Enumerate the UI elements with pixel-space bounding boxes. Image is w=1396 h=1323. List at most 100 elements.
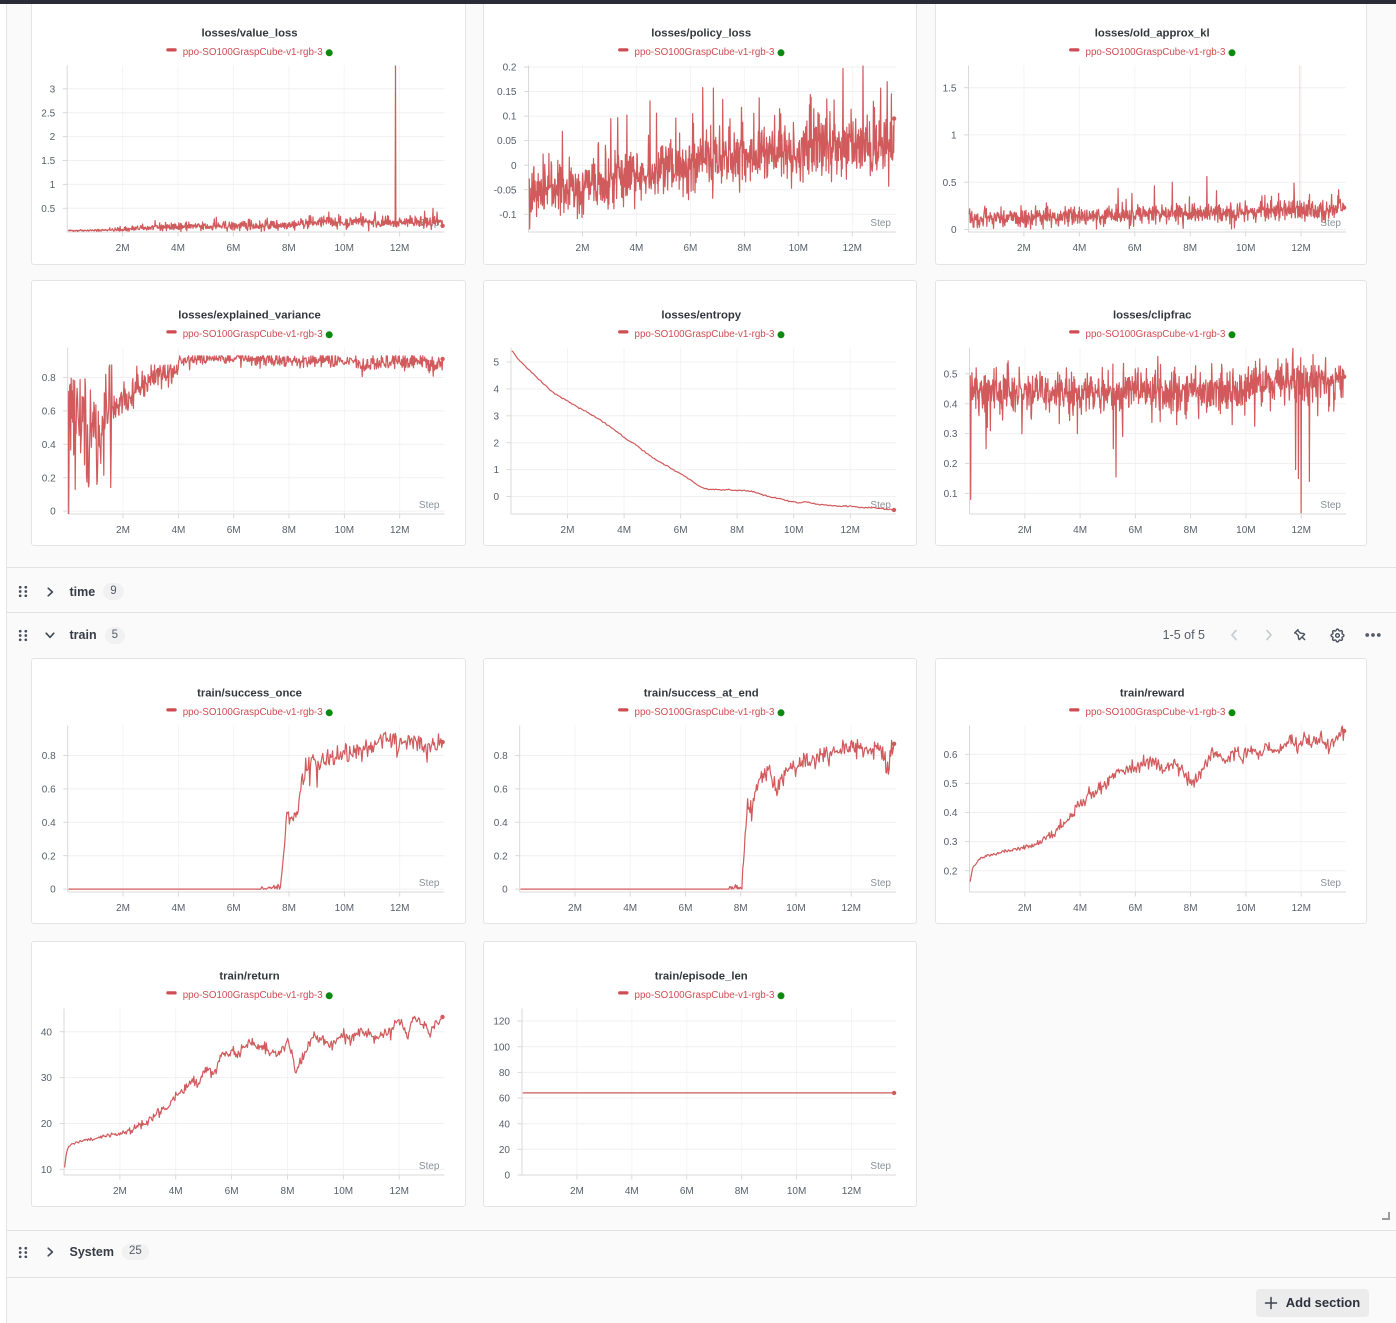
svg-text:0: 0 bbox=[504, 1170, 510, 1181]
svg-text:6M: 6M bbox=[1128, 903, 1142, 914]
svg-text:Step: Step bbox=[870, 218, 891, 229]
svg-text:4M: 4M bbox=[171, 903, 185, 914]
svg-text:2.5: 2.5 bbox=[41, 108, 55, 119]
svg-text:12M: 12M bbox=[389, 525, 408, 536]
svg-text:4M: 4M bbox=[1073, 525, 1087, 536]
svg-text:6M: 6M bbox=[1128, 525, 1142, 536]
svg-text:ppo-SO100GraspCube-v1-rgb-3: ppo-SO100GraspCube-v1-rgb-3 bbox=[182, 990, 323, 1001]
svg-text:0.8: 0.8 bbox=[41, 751, 55, 762]
svg-text:80: 80 bbox=[498, 1068, 510, 1079]
svg-text:0: 0 bbox=[50, 506, 56, 517]
svg-text:8M: 8M bbox=[280, 1186, 294, 1197]
svg-text:ppo-SO100GraspCube-v1-rgb-3: ppo-SO100GraspCube-v1-rgb-3 bbox=[1085, 329, 1226, 340]
svg-text:2: 2 bbox=[493, 438, 499, 449]
svg-text:0.05: 0.05 bbox=[497, 136, 517, 147]
svg-text:12M: 12M bbox=[1291, 243, 1310, 254]
svg-text:0.6: 0.6 bbox=[41, 406, 55, 417]
svg-text:6M: 6M bbox=[678, 903, 692, 914]
svg-text:4M: 4M bbox=[168, 1186, 182, 1197]
svg-text:8M: 8M bbox=[282, 525, 296, 536]
svg-text:1.5: 1.5 bbox=[41, 156, 55, 167]
svg-text:3: 3 bbox=[49, 84, 55, 95]
svg-text:train/episode_len: train/episode_len bbox=[654, 970, 747, 982]
svg-text:Step: Step bbox=[418, 218, 439, 229]
svg-text:losses/policy_loss: losses/policy_loss bbox=[651, 27, 751, 39]
svg-text:losses/value_loss: losses/value_loss bbox=[201, 27, 297, 39]
svg-text:8M: 8M bbox=[1183, 243, 1197, 254]
svg-text:0.3: 0.3 bbox=[943, 429, 957, 440]
svg-text:12M: 12M bbox=[1291, 525, 1310, 536]
svg-text:8M: 8M bbox=[1183, 525, 1197, 536]
svg-text:Step: Step bbox=[418, 1161, 439, 1172]
svg-text:10M: 10M bbox=[1235, 243, 1254, 254]
svg-text:6M: 6M bbox=[1127, 243, 1141, 254]
svg-text:0.8: 0.8 bbox=[493, 751, 507, 762]
svg-text:1: 1 bbox=[493, 465, 499, 476]
svg-text:6M: 6M bbox=[226, 903, 240, 914]
svg-text:6M: 6M bbox=[683, 243, 697, 254]
svg-text:120: 120 bbox=[493, 1016, 510, 1027]
svg-text:ppo-SO100GraspCube-v1-rgb-3: ppo-SO100GraspCube-v1-rgb-3 bbox=[182, 47, 323, 58]
svg-text:train/reward: train/reward bbox=[1119, 687, 1184, 699]
svg-text:Step: Step bbox=[418, 878, 439, 889]
svg-text:8M: 8M bbox=[733, 903, 747, 914]
svg-text:4: 4 bbox=[493, 384, 499, 395]
svg-text:40: 40 bbox=[498, 1119, 510, 1130]
svg-text:0.5: 0.5 bbox=[942, 178, 956, 189]
svg-text:8M: 8M bbox=[282, 903, 296, 914]
svg-text:Step: Step bbox=[1320, 500, 1341, 511]
svg-text:Step: Step bbox=[418, 500, 439, 511]
svg-text:8M: 8M bbox=[737, 243, 751, 254]
svg-text:ppo-SO100GraspCube-v1-rgb-3: ppo-SO100GraspCube-v1-rgb-3 bbox=[182, 329, 323, 340]
svg-text:0.2: 0.2 bbox=[502, 63, 516, 74]
svg-text:6M: 6M bbox=[226, 243, 240, 254]
svg-text:2M: 2M bbox=[116, 525, 130, 536]
svg-text:6M: 6M bbox=[224, 1186, 238, 1197]
svg-text:12M: 12M bbox=[1291, 903, 1310, 914]
svg-text:6M: 6M bbox=[673, 525, 687, 536]
svg-text:ppo-SO100GraspCube-v1-rgb-3: ppo-SO100GraspCube-v1-rgb-3 bbox=[1085, 707, 1226, 718]
svg-text:5: 5 bbox=[493, 357, 499, 368]
svg-text:10M: 10M bbox=[786, 903, 805, 914]
svg-text:0: 0 bbox=[510, 161, 516, 172]
svg-text:2M: 2M bbox=[560, 525, 574, 536]
svg-text:ppo-SO100GraspCube-v1-rgb-3: ppo-SO100GraspCube-v1-rgb-3 bbox=[1085, 47, 1226, 58]
svg-text:4M: 4M bbox=[617, 525, 631, 536]
svg-text:0.4: 0.4 bbox=[943, 808, 957, 819]
svg-text:8M: 8M bbox=[281, 243, 295, 254]
svg-text:2M: 2M bbox=[112, 1186, 126, 1197]
svg-text:10M: 10M bbox=[786, 1186, 805, 1197]
svg-text:0.1: 0.1 bbox=[502, 112, 516, 123]
svg-text:0.2: 0.2 bbox=[943, 866, 957, 877]
svg-text:train/return: train/return bbox=[219, 970, 279, 982]
svg-text:train/success_once: train/success_once bbox=[197, 687, 302, 699]
svg-text:Step: Step bbox=[1320, 878, 1341, 889]
svg-text:0.3: 0.3 bbox=[943, 837, 957, 848]
svg-text:0.5: 0.5 bbox=[943, 779, 957, 790]
svg-text:6M: 6M bbox=[679, 1186, 693, 1197]
svg-text:0.4: 0.4 bbox=[41, 439, 55, 450]
svg-text:ppo-SO100GraspCube-v1-rgb-3: ppo-SO100GraspCube-v1-rgb-3 bbox=[634, 707, 775, 718]
svg-text:0.1: 0.1 bbox=[943, 489, 957, 500]
svg-text:12M: 12M bbox=[842, 243, 861, 254]
svg-text:-0.1: -0.1 bbox=[499, 210, 517, 221]
svg-text:2M: 2M bbox=[568, 903, 582, 914]
svg-text:4M: 4M bbox=[629, 243, 643, 254]
svg-text:20: 20 bbox=[498, 1144, 510, 1155]
svg-text:2M: 2M bbox=[116, 903, 130, 914]
svg-text:0.15: 0.15 bbox=[497, 87, 517, 98]
svg-text:0.2: 0.2 bbox=[943, 459, 957, 470]
svg-text:0.5: 0.5 bbox=[41, 204, 55, 215]
svg-text:12M: 12M bbox=[840, 525, 859, 536]
svg-text:0.8: 0.8 bbox=[41, 373, 55, 384]
svg-text:0.4: 0.4 bbox=[493, 817, 507, 828]
svg-text:2M: 2M bbox=[1016, 243, 1030, 254]
svg-text:ppo-SO100GraspCube-v1-rgb-3: ppo-SO100GraspCube-v1-rgb-3 bbox=[634, 329, 775, 340]
svg-text:10M: 10M bbox=[333, 1186, 352, 1197]
svg-text:0: 0 bbox=[950, 225, 956, 236]
svg-text:0.4: 0.4 bbox=[943, 399, 957, 410]
svg-text:0: 0 bbox=[502, 884, 508, 895]
svg-text:6M: 6M bbox=[226, 525, 240, 536]
svg-text:100: 100 bbox=[493, 1042, 510, 1053]
svg-text:2M: 2M bbox=[115, 243, 129, 254]
